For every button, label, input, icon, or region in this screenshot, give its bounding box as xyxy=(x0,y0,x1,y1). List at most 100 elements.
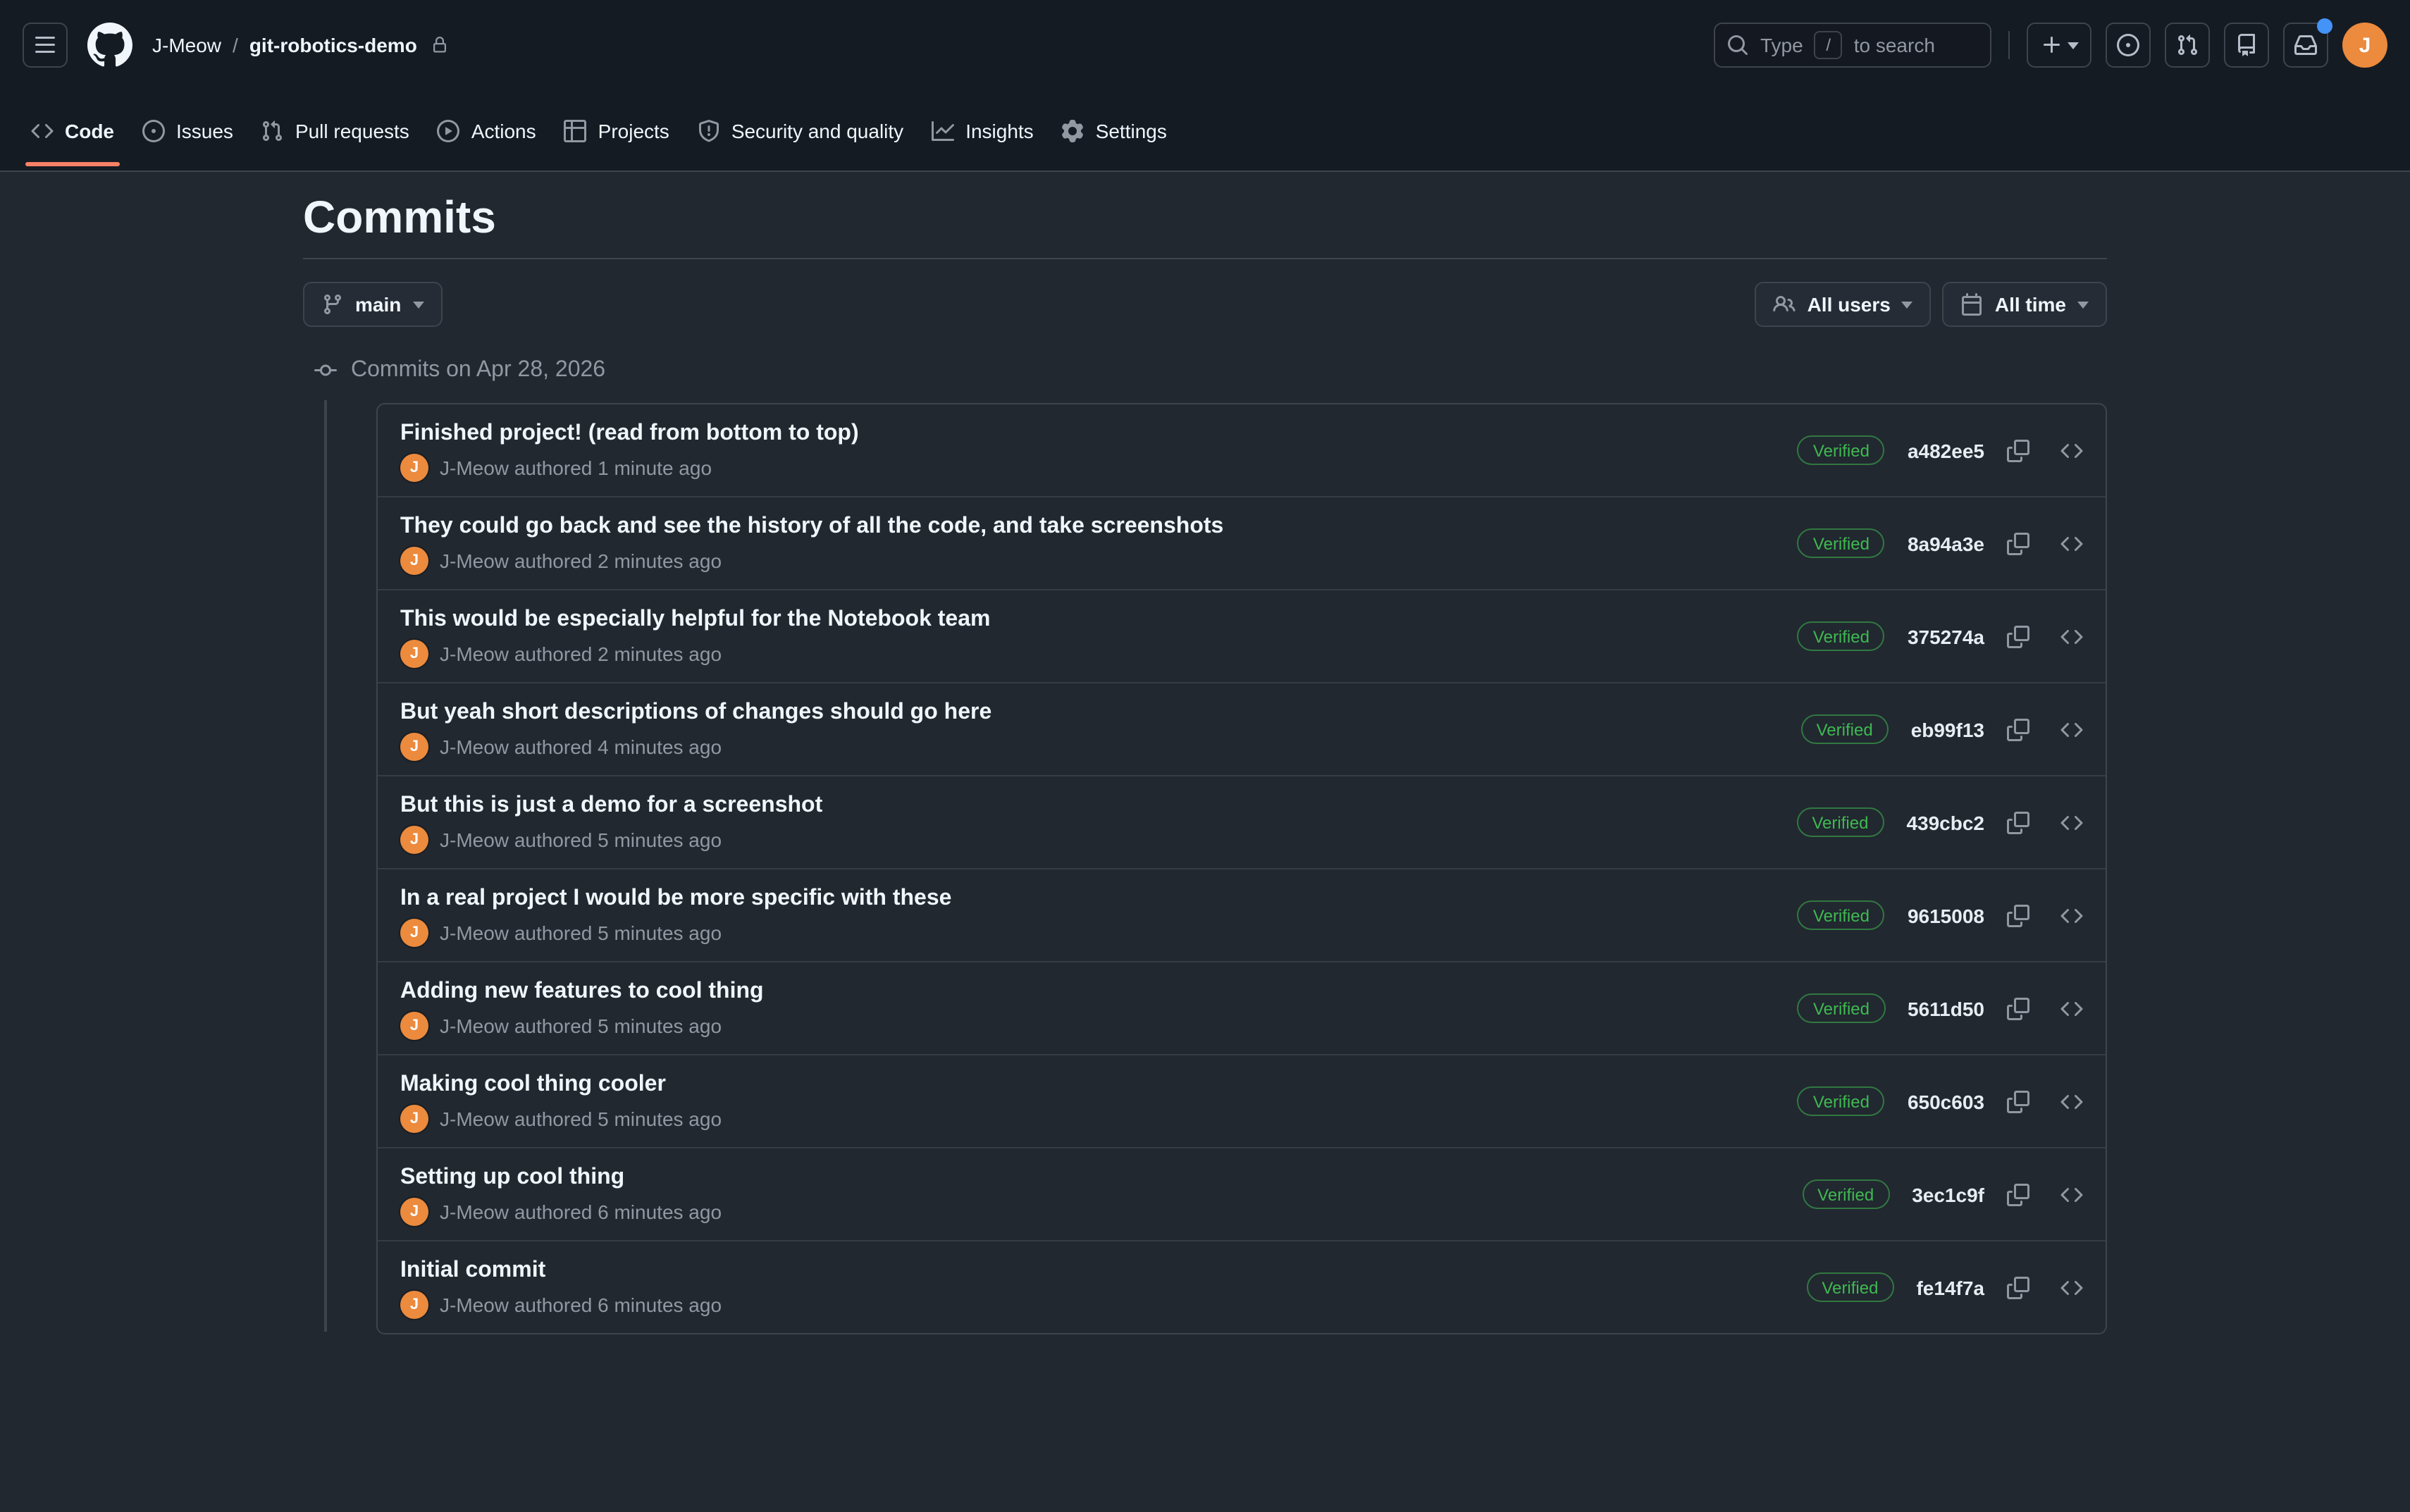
copy-sha-button[interactable] xyxy=(2007,718,2029,740)
commit-hash-link[interactable]: 3ec1c9f xyxy=(1912,1183,1984,1206)
copy-sha-button[interactable] xyxy=(2007,532,2029,554)
commit-authored-time: authored 5 minutes ago xyxy=(514,1015,722,1037)
tab-security-and-quality[interactable]: Security and quality xyxy=(684,90,917,171)
browse-code-button[interactable] xyxy=(2060,997,2083,1020)
browse-code-button[interactable] xyxy=(2060,811,2083,834)
copy-sha-button[interactable] xyxy=(2007,1090,2029,1113)
plus-icon xyxy=(2040,34,2063,56)
tab-label: Security and quality xyxy=(731,119,904,142)
commit-title-link[interactable]: Making cool thing cooler xyxy=(400,1072,666,1096)
user-avatar[interactable]: J xyxy=(2342,23,2387,68)
commit-hash-link[interactable]: 650c603 xyxy=(1907,1090,1984,1113)
commit-authored-time: authored 1 minute ago xyxy=(514,457,712,479)
verified-badge[interactable]: Verified xyxy=(1806,1272,1894,1302)
verified-badge[interactable]: Verified xyxy=(1800,714,1889,744)
copy-sha-button[interactable] xyxy=(2007,1183,2029,1206)
verified-badge[interactable]: Verified xyxy=(1796,807,1884,837)
browse-code-button[interactable] xyxy=(2060,1090,2083,1113)
pull-requests-button[interactable] xyxy=(2165,23,2210,68)
tab-actions[interactable]: Actions xyxy=(424,90,550,171)
commit-author[interactable]: J-Meow xyxy=(440,1015,509,1037)
hamburger-menu-button[interactable] xyxy=(23,23,68,68)
commit-author-avatar[interactable]: J xyxy=(400,1198,428,1226)
commit-author-avatar[interactable]: J xyxy=(400,640,428,668)
commit-title-link[interactable]: They could go back and see the history o… xyxy=(400,514,1224,538)
tab-pull-requests[interactable]: Pull requests xyxy=(247,90,424,171)
commit-author[interactable]: J-Meow xyxy=(440,1108,509,1130)
verified-badge[interactable]: Verified xyxy=(1797,993,1885,1023)
tab-insights[interactable]: Insights xyxy=(917,90,1048,171)
commit-author[interactable]: J-Meow xyxy=(440,736,509,758)
verified-badge[interactable]: Verified xyxy=(1797,900,1885,930)
breadcrumb-owner[interactable]: J-Meow xyxy=(152,34,222,56)
tab-projects[interactable]: Projects xyxy=(550,90,684,171)
copy-sha-button[interactable] xyxy=(2007,997,2029,1020)
commit-author[interactable]: J-Meow xyxy=(440,922,509,944)
commit-hash-link[interactable]: 8a94a3e xyxy=(1907,532,1984,554)
commit-author[interactable]: J-Meow xyxy=(440,457,509,479)
verified-badge[interactable]: Verified xyxy=(1802,1179,1890,1209)
copy-sha-button[interactable] xyxy=(2007,1276,2029,1299)
search-input[interactable]: Type / to search xyxy=(1714,23,1991,68)
commit-hash-link[interactable]: eb99f13 xyxy=(1910,718,1984,740)
commit-author-avatar[interactable]: J xyxy=(400,1105,428,1133)
verified-badge[interactable]: Verified xyxy=(1797,1086,1885,1116)
repositories-button[interactable] xyxy=(2224,23,2269,68)
copy-sha-button[interactable] xyxy=(2007,811,2029,834)
browse-code-button[interactable] xyxy=(2060,718,2083,740)
tab-issues[interactable]: Issues xyxy=(128,90,247,171)
commit-title-link[interactable]: But this is just a demo for a screenshot xyxy=(400,793,823,817)
commit-hash-link[interactable]: 9615008 xyxy=(1907,904,1984,927)
verified-badge[interactable]: Verified xyxy=(1797,435,1885,465)
breadcrumb-repo[interactable]: git-robotics-demo xyxy=(249,34,417,56)
all-time-filter-button[interactable]: All time xyxy=(1942,282,2107,327)
commit-title-link[interactable]: Initial commit xyxy=(400,1258,546,1282)
commit-author[interactable]: J-Meow xyxy=(440,1201,509,1223)
unread-notification-dot xyxy=(2317,18,2332,34)
commit-author[interactable]: J-Meow xyxy=(440,1294,509,1316)
browse-code-button[interactable] xyxy=(2060,625,2083,647)
verified-badge[interactable]: Verified xyxy=(1797,528,1885,558)
graph-icon xyxy=(932,119,955,142)
commit-title-link[interactable]: But yeah short descriptions of changes s… xyxy=(400,700,992,724)
commit-row: They could go back and see the history o… xyxy=(378,496,2106,589)
copy-sha-button[interactable] xyxy=(2007,904,2029,927)
verified-badge[interactable]: Verified xyxy=(1797,621,1885,651)
toolbar-filters: All users All time xyxy=(1755,282,2107,327)
commit-author-avatar[interactable]: J xyxy=(400,1012,428,1040)
commit-hash-link[interactable]: 375274a xyxy=(1907,625,1984,647)
create-new-button[interactable] xyxy=(2027,23,2091,68)
copy-sha-button[interactable] xyxy=(2007,439,2029,461)
commit-title-link[interactable]: Setting up cool thing xyxy=(400,1165,625,1189)
notifications-button[interactable] xyxy=(2283,18,2332,68)
github-logo[interactable] xyxy=(87,23,132,68)
browse-code-button[interactable] xyxy=(2060,1276,2083,1299)
commit-hash-link[interactable]: 5611d50 xyxy=(1908,997,1984,1020)
commit-author-avatar[interactable]: J xyxy=(400,1291,428,1319)
commit-hash-link[interactable]: 439cbc2 xyxy=(1906,811,1984,834)
commit-title-link[interactable]: Adding new features to cool thing xyxy=(400,979,764,1003)
browse-code-button[interactable] xyxy=(2060,439,2083,461)
branch-selector-button[interactable]: main xyxy=(303,282,443,327)
commit-title-link[interactable]: In a real project I would be more specif… xyxy=(400,886,952,910)
commit-author[interactable]: J-Meow xyxy=(440,643,509,665)
tab-code[interactable]: Code xyxy=(17,90,128,171)
commit-author-avatar[interactable]: J xyxy=(400,547,428,575)
copy-sha-button[interactable] xyxy=(2007,625,2029,647)
browse-code-button[interactable] xyxy=(2060,1183,2083,1206)
commit-author-avatar[interactable]: J xyxy=(400,733,428,761)
tab-settings[interactable]: Settings xyxy=(1048,90,1181,171)
commit-hash-link[interactable]: a482ee5 xyxy=(1907,439,1984,461)
commit-hash-link[interactable]: fe14f7a xyxy=(1916,1276,1984,1299)
commit-author-avatar[interactable]: J xyxy=(400,454,428,482)
commit-author[interactable]: J-Meow xyxy=(440,829,509,851)
browse-code-button[interactable] xyxy=(2060,904,2083,927)
commit-author[interactable]: J-Meow xyxy=(440,550,509,572)
commit-author-avatar[interactable]: J xyxy=(400,826,428,854)
issues-button[interactable] xyxy=(2106,23,2151,68)
commit-author-avatar[interactable]: J xyxy=(400,919,428,947)
browse-code-button[interactable] xyxy=(2060,532,2083,554)
all-users-filter-button[interactable]: All users xyxy=(1755,282,1932,327)
commit-title-link[interactable]: This would be especially helpful for the… xyxy=(400,607,991,631)
commit-title-link[interactable]: Finished project! (read from bottom to t… xyxy=(400,421,859,445)
